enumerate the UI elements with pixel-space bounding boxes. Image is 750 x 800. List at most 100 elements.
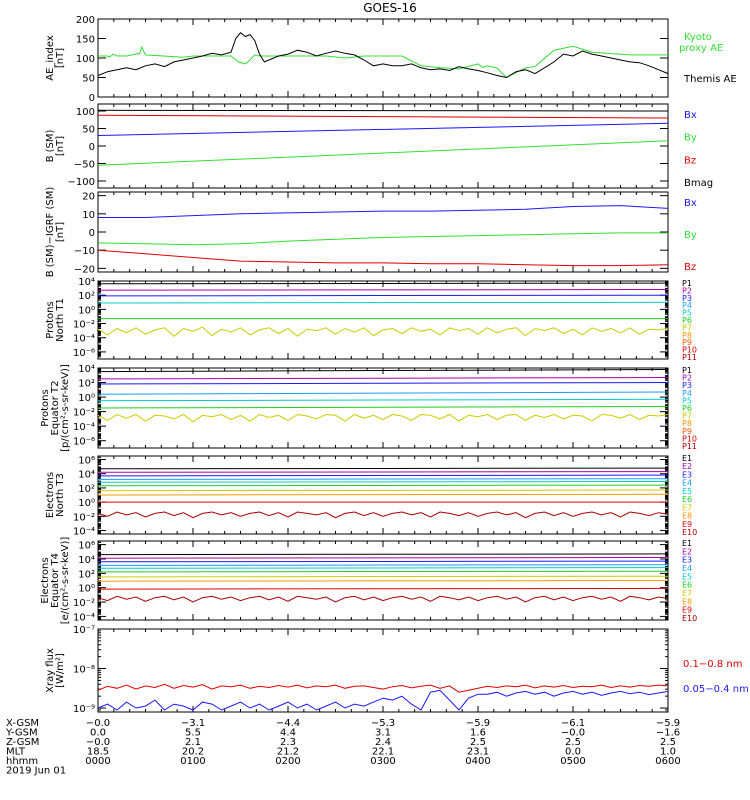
x-tick-label: 0200 (275, 756, 300, 767)
y-tick-label: 10⁶ (78, 456, 95, 467)
x-tick-label: 0300 (370, 756, 395, 767)
x-row-label: MLT (6, 747, 26, 758)
x-tick-label: −3.1 (181, 718, 205, 729)
series-line-e10 (98, 595, 668, 603)
y-tick-label: 10⁰ (78, 305, 95, 316)
x-tick-label: −6.1 (561, 718, 585, 729)
y-tick-label: 10⁴ (78, 364, 95, 375)
y-tick-label: 10⁻⁴ (73, 526, 95, 537)
panel-4: 10⁴ 10² 10⁰ 10⁻² 10⁻⁴ 10⁻⁶ Protons North T1 P1P2… (45, 277, 697, 362)
series-line-p5 (98, 398, 668, 402)
legend-entry-e10: E10 (682, 614, 697, 623)
y-tick-label: 10⁰ (78, 584, 95, 595)
series-line-p3 (98, 294, 668, 297)
x-row-label: hhmm (6, 756, 38, 767)
y-tick-label: 10⁻² (73, 512, 95, 523)
legend-entry-p1: P1 (682, 366, 692, 375)
y-axis-label: [nT] (55, 48, 66, 68)
y-axis-label: Electrons (45, 472, 56, 518)
x-tick-label: −1.6 (656, 728, 680, 739)
y-axis-label: Equator T2 (50, 381, 61, 436)
series-line-e3 (98, 560, 668, 563)
series-line-0-1-0-8-nm (98, 683, 668, 693)
panel-frame (97, 280, 669, 360)
panel-frame (97, 628, 669, 713)
legend-entry-bx: Bx (684, 198, 697, 209)
legend-entry-p8: P8 (682, 331, 692, 340)
series-line-p6 (98, 326, 668, 337)
y-tick-label: 10⁻⁴ (73, 334, 95, 345)
legend-entry-p9: P9 (682, 427, 692, 436)
y-axis-label: [nT] (55, 222, 66, 242)
legend-entry-e4: E4 (682, 564, 692, 573)
y-tick-label: 10⁴ (78, 277, 95, 288)
y-tick-label: 10⁻⁴ (73, 612, 95, 623)
x-tick-label: −5.9 (466, 718, 490, 729)
panel-7: 10⁶ 10⁴ 10² 10⁰ 10⁻² 10⁻⁴ Electrons Equator T4[… (40, 537, 697, 625)
legend-entry-kyoto: Kyoto (684, 32, 712, 43)
legend-entry-p3: P3 (682, 294, 692, 303)
x-tick-label: 23.1 (467, 747, 489, 758)
legend-entry-e2: E2 (682, 547, 692, 556)
x-tick-label: 18.5 (87, 747, 109, 758)
series-line-bx (98, 205, 668, 218)
y-tick-label: 10⁰ (78, 498, 95, 509)
series-line-bx (98, 122, 668, 136)
y-tick-label: 10⁻⁶ (73, 437, 95, 448)
x-row-label: X-GSM (6, 718, 39, 729)
x-tick-label: 0.0 (565, 747, 581, 758)
x-tick-label: 22.1 (372, 747, 394, 758)
y-tick-label: 10⁻⁷ (73, 625, 95, 636)
x-tick-label: 5.5 (185, 728, 201, 739)
x-tick-label: 1.0 (660, 747, 676, 758)
y-tick-label: 200 (76, 15, 95, 26)
x-tick-label: 0.0 (90, 728, 106, 739)
panel-2: 100 50 0 −50 −100 B (SM) [nT] Bx By Bz Bmag (45, 103, 713, 189)
series-line-p2 (98, 289, 668, 291)
y-axis-label: [e/(cm²-s-sr-keV)] (60, 537, 71, 625)
y-tick-label: 10⁻⁶ (73, 348, 95, 359)
x-tick-label: 0600 (655, 756, 680, 767)
x-tick-label: 4.4 (280, 728, 296, 739)
legend-entry-e9: E9 (682, 606, 692, 615)
y-tick-label: 10⁰ (78, 393, 95, 404)
y-tick-label: −10 (74, 246, 95, 257)
legend-entry-e3: E3 (682, 470, 692, 479)
y-axis-label: North T3 (55, 473, 66, 517)
y-tick-label: 10⁻² (73, 408, 95, 419)
series-line-e10 (98, 511, 668, 519)
y-tick-label: 50 (82, 125, 95, 136)
legend-entry-e1: E1 (682, 454, 692, 463)
x-tick-label: 2.5 (565, 737, 581, 748)
series-line-e2 (98, 557, 668, 559)
x-tick-label: −5.3 (371, 718, 395, 729)
legend-entry-e1: E1 (682, 539, 692, 548)
y-tick-label: 10⁴ (78, 470, 95, 481)
x-tick-label: 0500 (560, 756, 585, 767)
y-tick-label: −100 (68, 177, 95, 188)
legend-entry-p2: P2 (682, 286, 692, 295)
series-line-0-05-0-4-nm (98, 689, 668, 711)
x-tick-label: 0100 (180, 756, 205, 767)
series-line-p4 (98, 301, 668, 304)
y-tick-label: 10⁻² (73, 598, 95, 609)
y-tick-label: 10² (78, 484, 95, 495)
y-axis-label: Electrons (40, 557, 51, 603)
legend-entry-e6: E6 (682, 581, 692, 590)
series-line-e5 (98, 481, 668, 483)
series-line-p4 (98, 391, 668, 395)
legend-entry-e2: E2 (682, 462, 692, 471)
legend-entry-p11: P11 (682, 353, 697, 362)
y-tick-label: 0 (89, 93, 95, 104)
x-tick-label: 2.5 (660, 737, 676, 748)
series-line-e2 (98, 471, 668, 473)
panel-8: 10⁻⁷ 10⁻⁸ 10⁻⁹ Xray flux [W/m²] 0.1−0.8 nm 0.0… (45, 625, 749, 715)
series-line-e5 (98, 567, 668, 569)
y-axis-label: Protons (40, 389, 51, 426)
y-tick-label: 10² (78, 569, 95, 580)
legend-entry-bz: Bz (684, 262, 696, 273)
legend-entry-p10: P10 (682, 346, 697, 355)
legend-entry-p4: P4 (682, 301, 692, 310)
